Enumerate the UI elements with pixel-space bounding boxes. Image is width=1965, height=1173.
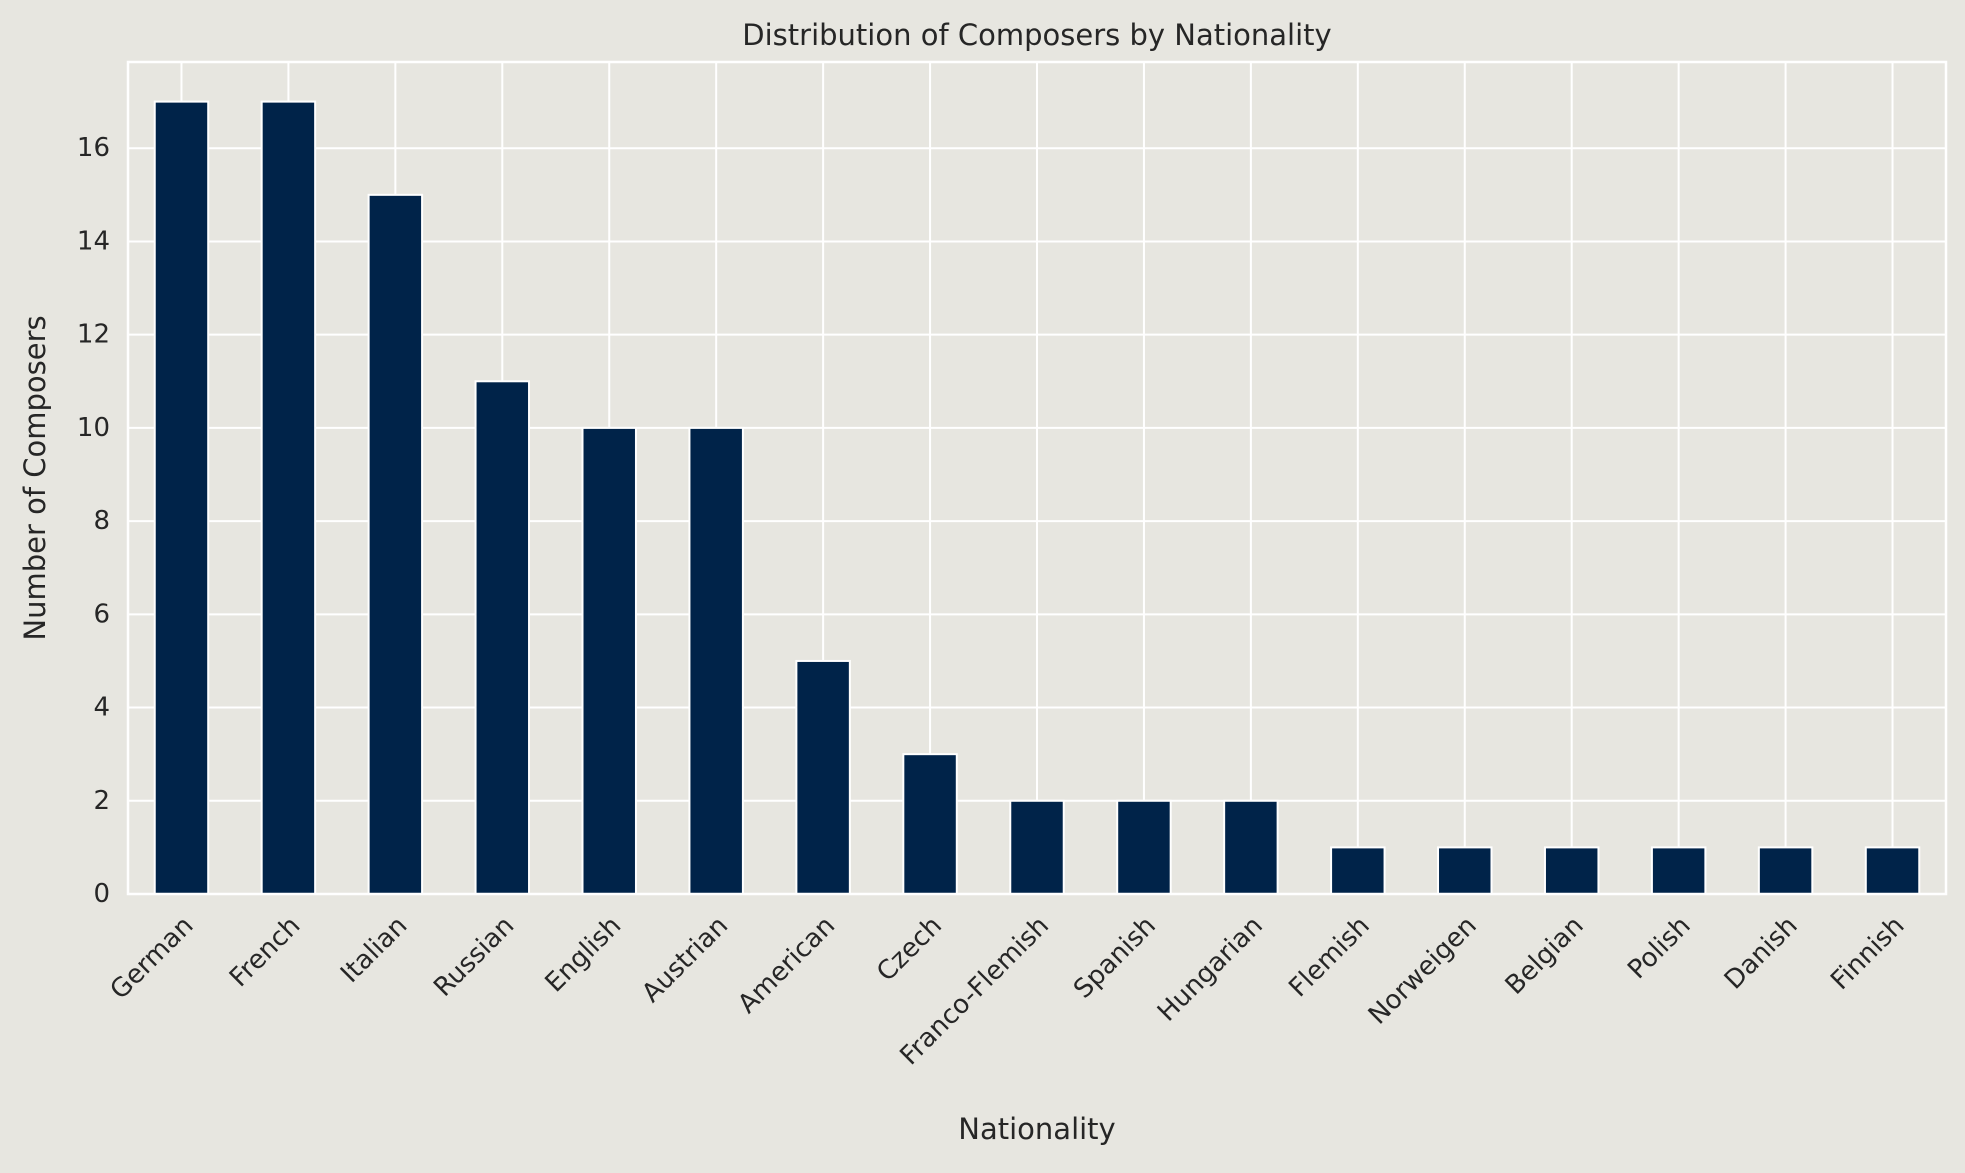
bar-franco-flemish bbox=[1009, 799, 1065, 895]
bar-spanish bbox=[1116, 799, 1172, 895]
y-tick-label: 14 bbox=[77, 226, 110, 256]
x-tick-label: Austrian bbox=[636, 911, 734, 1009]
y-tick-label: 4 bbox=[93, 693, 110, 723]
x-tick-label: Spanish bbox=[1068, 911, 1162, 1005]
bar-russian bbox=[474, 380, 531, 895]
x-tick-label: Danish bbox=[1719, 911, 1804, 996]
bar-belgian bbox=[1543, 846, 1600, 895]
chart-title: Distribution of Composers by Nationality bbox=[742, 18, 1331, 52]
x-tick-label: Russian bbox=[428, 911, 520, 1003]
bar-finnish bbox=[1864, 846, 1921, 895]
bar-american bbox=[795, 659, 851, 895]
x-tick-labels: German French Italian Russian English Austria… bbox=[105, 911, 1911, 1072]
x-tick-label: Finnish bbox=[1825, 911, 1910, 996]
bar-norweigen bbox=[1437, 846, 1493, 895]
y-tick-label: 6 bbox=[93, 599, 110, 629]
bar-english bbox=[581, 426, 637, 895]
x-tick-label: Norweigen bbox=[1363, 911, 1483, 1031]
bars-layer bbox=[153, 100, 1921, 896]
bar-danish bbox=[1757, 846, 1814, 895]
y-tick-label: 2 bbox=[93, 786, 110, 816]
x-tick-label: English bbox=[540, 911, 628, 999]
y-tick-label: 10 bbox=[77, 413, 110, 443]
bar-polish bbox=[1650, 846, 1707, 895]
y-tick-label: 8 bbox=[93, 506, 110, 536]
bar-austrian bbox=[688, 426, 744, 895]
x-tick-label: German bbox=[105, 911, 200, 1006]
bar-french bbox=[260, 100, 317, 896]
bar-german bbox=[153, 100, 210, 896]
x-tick-label: Belgian bbox=[1500, 911, 1590, 1001]
y-tick-label: 12 bbox=[77, 320, 110, 350]
x-tick-label: Czech bbox=[871, 911, 948, 988]
bar-czech bbox=[902, 753, 958, 896]
y-tick-label: 16 bbox=[77, 133, 110, 163]
x-tick-label: Polish bbox=[1622, 911, 1696, 985]
plot-frame bbox=[126, 60, 1948, 896]
x-tick-label: Flemish bbox=[1283, 911, 1375, 1003]
bar-hungarian bbox=[1223, 799, 1279, 895]
x-tick-label: Hungarian bbox=[1152, 911, 1269, 1028]
y-tick-label: 0 bbox=[93, 879, 110, 909]
x-axis-label: Nationality bbox=[958, 1112, 1115, 1146]
x-tick-label: Italian bbox=[335, 911, 413, 989]
x-tick-label: American bbox=[732, 911, 841, 1020]
x-tick-label: French bbox=[224, 911, 306, 993]
y-axis-label: Number of Composers bbox=[18, 315, 52, 640]
bar-flemish bbox=[1330, 846, 1386, 895]
y-tick-labels: 0 2 4 6 8 10 12 14 16 bbox=[77, 133, 110, 909]
bar-italian bbox=[367, 193, 424, 895]
